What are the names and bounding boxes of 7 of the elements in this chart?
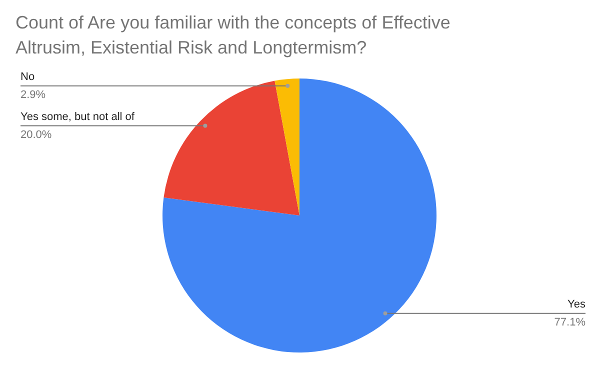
- chart-title: Count of Are you familiar with the concepts of Effective Altrusim, Existential Risk and Longtermism?: [16, 12, 450, 58]
- data-label: 2.9%: [20, 88, 46, 101]
- slice-label: No: [20, 70, 35, 83]
- slice-label: Yes: [568, 298, 586, 310]
- data-label: 77.1%: [554, 316, 586, 328]
- data-label: 20.0%: [20, 128, 52, 141]
- slice-label: Yes some, but not all of: [20, 110, 136, 123]
